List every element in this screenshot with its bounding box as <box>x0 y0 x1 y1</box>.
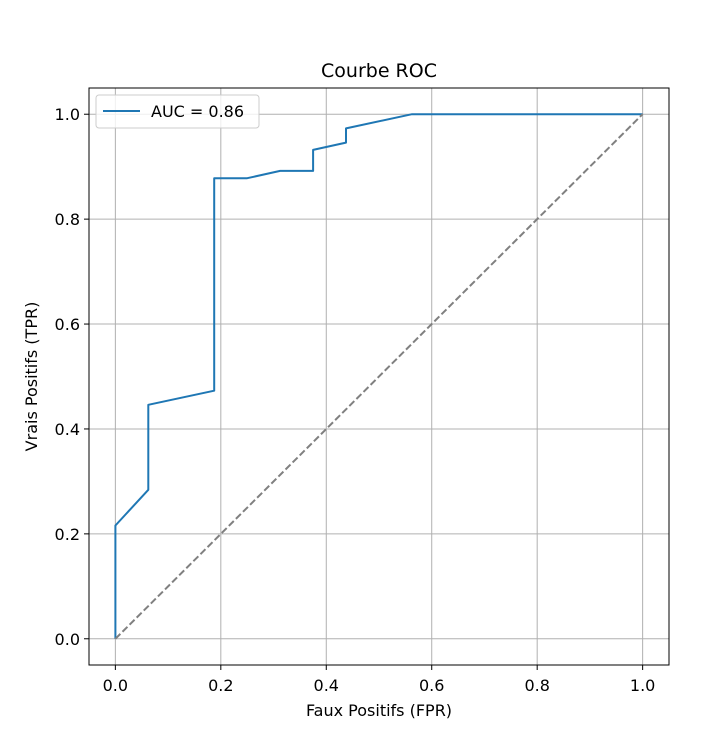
x-tick-label: 1.0 <box>630 676 655 695</box>
chance-diagonal-line <box>114 113 644 640</box>
y-tick-label: 0.2 <box>55 525 80 544</box>
y-tick-label: 0.6 <box>55 315 80 334</box>
x-axis-label: Faux Positifs (FPR) <box>306 701 452 720</box>
y-tick-label: 0.4 <box>55 420 80 439</box>
legend-box <box>95 94 260 129</box>
chart-title: Courbe ROC <box>321 60 437 82</box>
legend-label-auc: AUC = 0.86 <box>151 102 244 121</box>
y-tick-label: 0.8 <box>55 210 80 229</box>
x-tick-label: 0.2 <box>208 676 233 695</box>
legend: AUC = 0.86 <box>95 94 260 129</box>
x-tick-label: 0.8 <box>524 676 549 695</box>
y-axis-label: Vrais Positifs (TPR) <box>22 302 41 452</box>
grid-layer <box>89 88 669 665</box>
y-tick-label: 0.0 <box>55 630 80 649</box>
x-tick-label: 0.6 <box>419 676 444 695</box>
y-tick-label: 1.0 <box>55 105 80 124</box>
roc-curve-line <box>114 113 643 639</box>
ticks-layer: 0.0 0.2 0.4 0.6 0.8 1.0 0.0 0.2 0.4 0.6 0.8 1.0 <box>55 105 656 695</box>
plot-frame <box>88 87 670 666</box>
x-tick-label: 0.4 <box>314 676 339 695</box>
series-layer <box>114 113 644 640</box>
x-tick-label: 0.0 <box>103 676 128 695</box>
